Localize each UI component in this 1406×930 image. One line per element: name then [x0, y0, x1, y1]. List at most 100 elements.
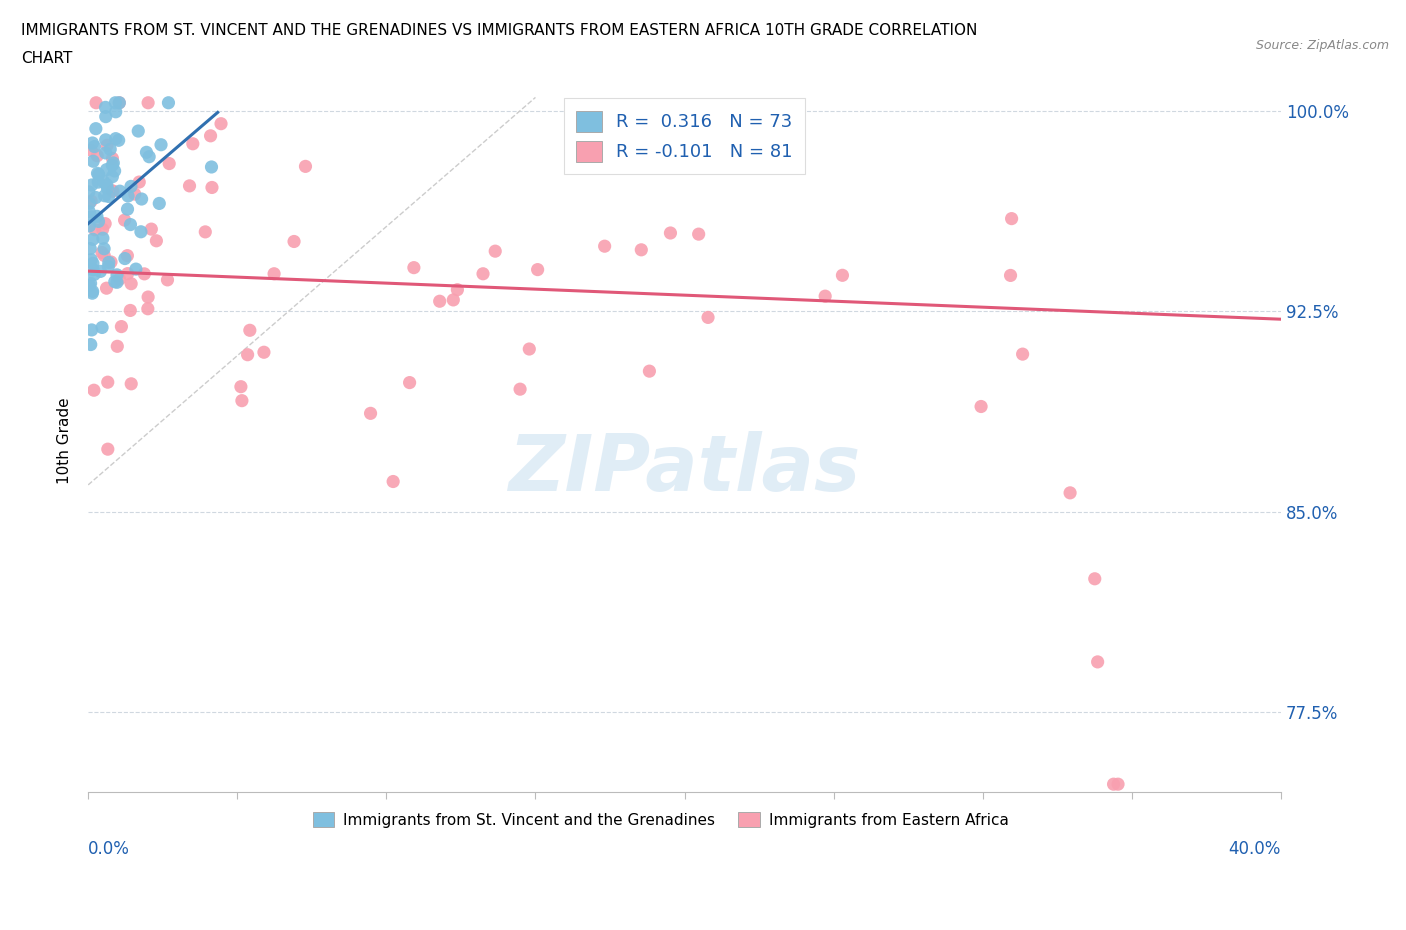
Point: [84, 190, 107, 205]
Point: [105, 275, 128, 290]
Point: [441, 292, 464, 307]
Point: [136, 289, 159, 304]
Point: [104, 131, 127, 146]
Point: [101, 158, 124, 173]
Point: [79, 219, 101, 233]
Point: [114, 251, 136, 266]
Point: [82, 256, 104, 271]
Point: [94, 216, 117, 231]
Point: [87, 214, 110, 229]
Point: [120, 217, 142, 232]
Point: [593, 239, 616, 254]
Point: [360, 405, 382, 420]
Point: [79, 278, 101, 293]
Point: [91, 320, 114, 335]
Point: [517, 341, 540, 356]
Point: [89, 264, 111, 279]
Point: [472, 266, 495, 281]
Text: CHART: CHART: [21, 51, 73, 66]
Point: [294, 159, 316, 174]
Point: [201, 180, 224, 195]
Point: [96, 178, 118, 193]
Point: [398, 375, 420, 390]
Point: [97, 375, 120, 390]
Point: [94, 109, 117, 124]
Point: [105, 268, 128, 283]
Point: [970, 399, 993, 414]
Point: [93, 174, 115, 189]
Point: [77, 184, 100, 199]
Point: [283, 234, 305, 249]
Point: [110, 319, 132, 334]
Point: [104, 95, 127, 110]
Point: [84, 95, 107, 110]
Point: [659, 226, 682, 241]
Point: [83, 140, 105, 154]
Point: [94, 145, 117, 160]
Point: [82, 136, 104, 151]
Point: [82, 286, 104, 300]
Point: [97, 189, 120, 204]
Point: [80, 323, 103, 338]
Point: [108, 272, 131, 286]
Point: [1107, 777, 1129, 791]
Point: [96, 281, 118, 296]
Point: [91, 221, 114, 236]
Point: [104, 104, 127, 119]
Point: [120, 179, 142, 193]
Point: [135, 145, 157, 160]
Point: [630, 243, 652, 258]
Point: [1084, 571, 1107, 586]
Point: [526, 262, 548, 277]
Text: 40.0%: 40.0%: [1229, 841, 1281, 858]
Point: [108, 95, 131, 110]
Point: [129, 224, 152, 239]
Point: [105, 339, 128, 353]
Point: [94, 100, 117, 114]
Point: [107, 133, 129, 148]
Point: [97, 442, 120, 457]
Point: [148, 196, 170, 211]
Point: [446, 283, 468, 298]
Point: [83, 267, 105, 282]
Point: [94, 132, 117, 147]
Point: [814, 288, 837, 303]
Point: [96, 138, 118, 153]
Point: [124, 187, 146, 202]
Point: [253, 345, 276, 360]
Point: [697, 310, 720, 325]
Point: [82, 232, 104, 246]
Point: [93, 248, 115, 263]
Point: [82, 153, 104, 168]
Point: [80, 193, 103, 208]
Point: [101, 169, 124, 184]
Point: [200, 128, 222, 143]
Point: [1059, 485, 1081, 500]
Point: [79, 241, 101, 256]
Text: Source: ZipAtlas.com: Source: ZipAtlas.com: [1256, 39, 1389, 52]
Point: [1087, 655, 1109, 670]
Point: [145, 233, 167, 248]
Point: [79, 196, 101, 211]
Text: ZIPatlas: ZIPatlas: [509, 431, 860, 507]
Point: [80, 337, 103, 352]
Point: [103, 155, 125, 170]
Point: [181, 137, 204, 152]
Point: [429, 294, 451, 309]
Point: [108, 95, 131, 110]
Point: [831, 268, 853, 283]
Point: [84, 222, 107, 237]
Point: [80, 209, 103, 224]
Point: [236, 347, 259, 362]
Point: [229, 379, 252, 394]
Point: [509, 381, 531, 396]
Point: [120, 276, 142, 291]
Point: [117, 248, 139, 263]
Point: [200, 160, 222, 175]
Point: [97, 255, 120, 270]
Point: [98, 141, 121, 156]
Point: [120, 377, 142, 392]
Point: [688, 227, 710, 242]
Point: [114, 213, 136, 228]
Point: [87, 167, 110, 182]
